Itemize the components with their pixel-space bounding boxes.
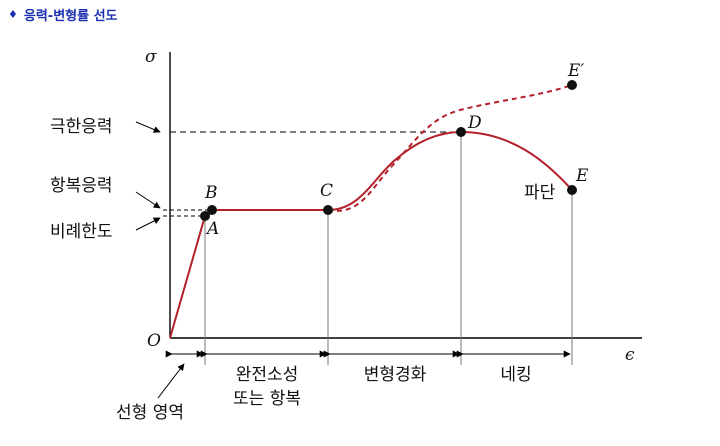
point-C-label: C	[320, 181, 333, 201]
proportional-limit-label: 비례한도	[50, 222, 113, 242]
point-A-marker	[200, 211, 210, 221]
strain-hardening-label: 변형경화	[364, 365, 427, 385]
yield-stress-label: 항복응력	[50, 176, 113, 196]
point-E-prime-label: E′	[567, 61, 584, 81]
point-B-label: B	[204, 183, 218, 203]
point-A-label: A	[205, 219, 219, 239]
perfect-plasticity-label-line2: 또는 항복	[233, 389, 301, 409]
necking-label: 네킹	[500, 365, 531, 385]
point-E-label: E	[575, 166, 589, 186]
true-stress-curve	[327, 84, 573, 212]
point-C-marker	[323, 205, 333, 215]
point-B-marker	[207, 205, 217, 215]
point-D-marker	[456, 127, 466, 137]
ultimate-stress-label: 극한응력	[50, 117, 113, 137]
x-axis-symbol: ϵ	[625, 345, 635, 365]
point-D-label: D	[467, 113, 482, 133]
perfect-plasticity-label-line1: 완전소성	[236, 365, 299, 385]
engineering-stress-curve	[169, 130, 573, 339]
diagram-heading: ♦ 응력-변형률 선도	[8, 4, 118, 24]
point-E-prime-marker	[567, 80, 577, 90]
linear-region-pointer-arrow	[157, 363, 185, 399]
diamond-bullet-icon: ♦	[8, 7, 18, 21]
diagram-title: 응력-변형률 선도	[23, 8, 118, 24]
linear-region-label: 선형 영역	[116, 403, 184, 423]
point-E-marker	[567, 185, 577, 195]
origin-label: O	[147, 331, 161, 351]
fracture-label: 파단	[524, 183, 556, 203]
yield-stress-arrow	[135, 191, 161, 209]
proportional-limit-arrow	[135, 217, 161, 231]
y-axis-symbol: σ	[145, 47, 157, 67]
ultimate-stress-arrow	[135, 121, 161, 133]
